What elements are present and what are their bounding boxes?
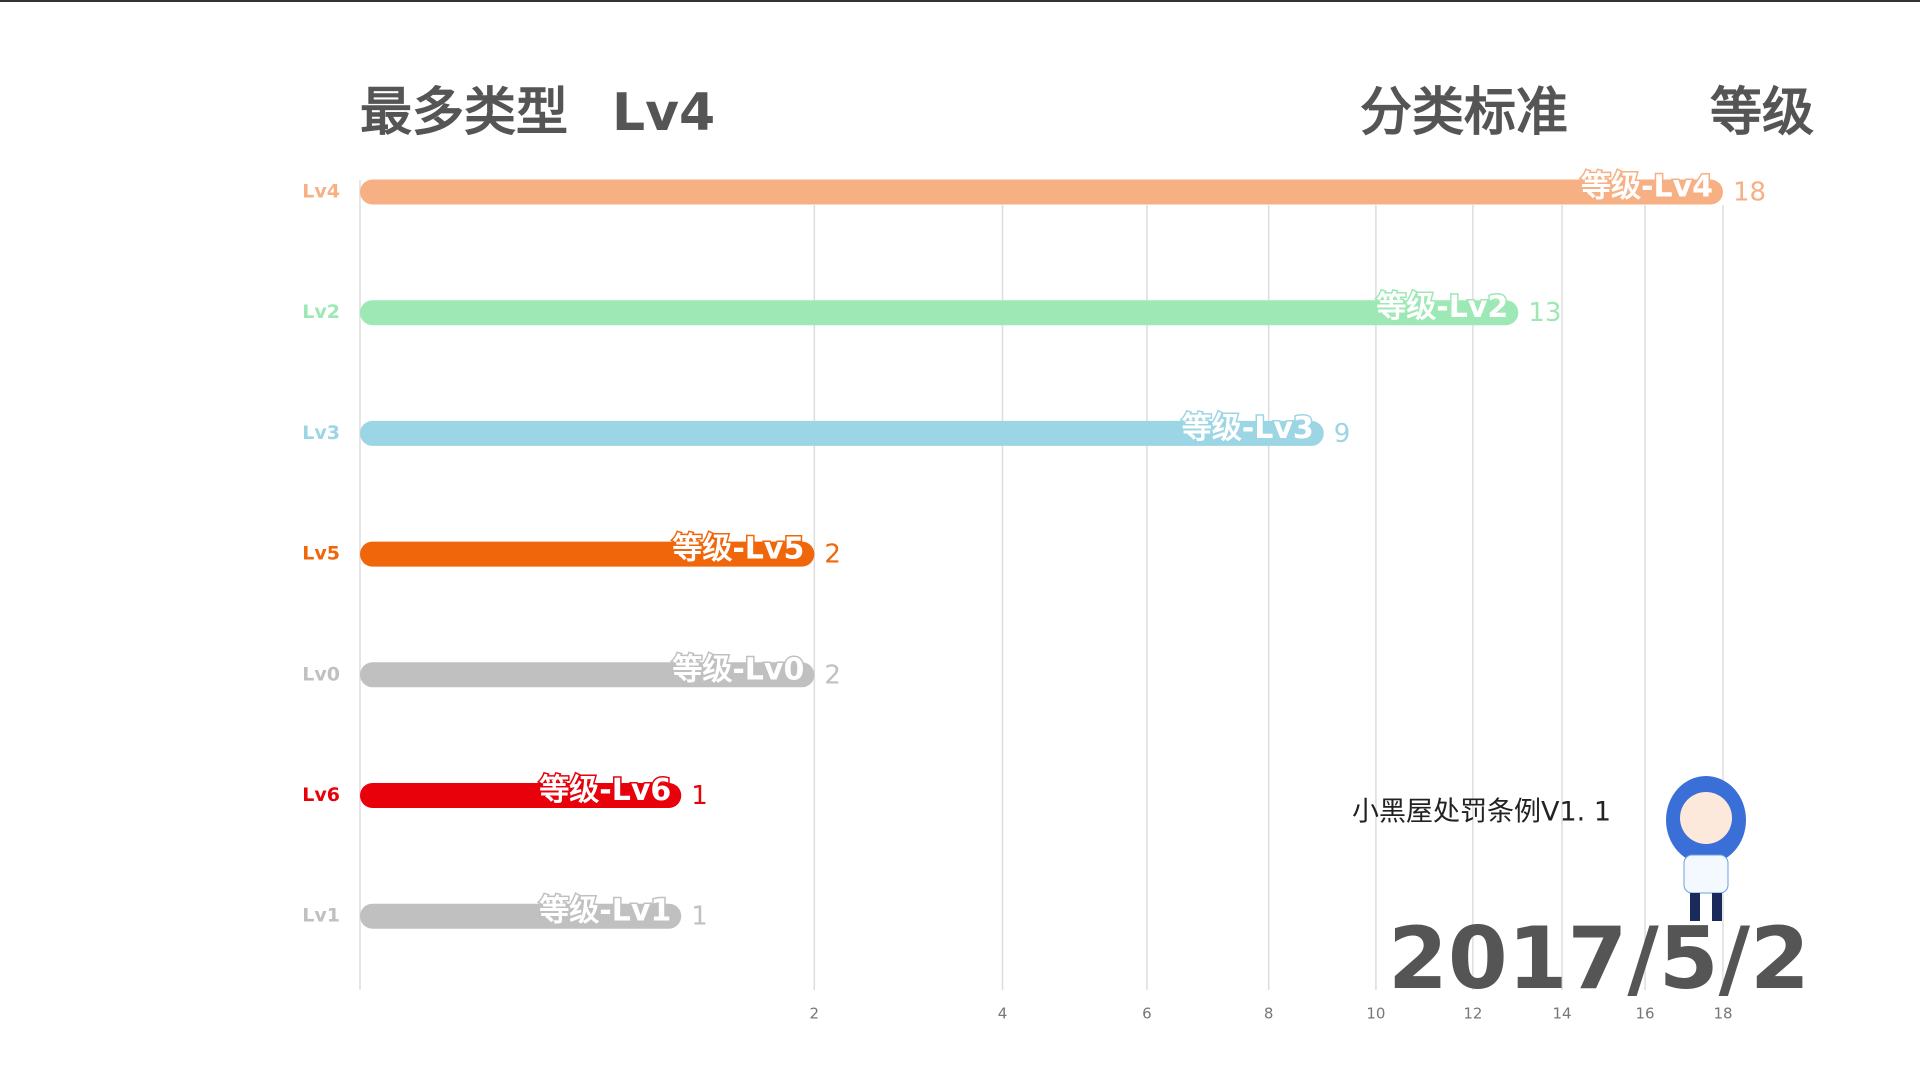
x-tick-label: 8 — [1264, 1005, 1274, 1023]
value-label: 2 — [824, 540, 841, 570]
annotation: 小黑屋处罚条例V1. 1 — [1352, 797, 1611, 828]
bar-label: 等级-Lv6 — [539, 773, 671, 808]
value-label: 18 — [1733, 178, 1766, 208]
value-label: 13 — [1528, 298, 1561, 328]
bar-label: 等级-Lv4 — [1581, 170, 1713, 205]
category-label: Lv3 — [302, 422, 340, 444]
value-label: 1 — [691, 902, 708, 932]
x-tick-label: 2 — [810, 1005, 820, 1023]
bar-label: 等级-Lv1 — [539, 894, 671, 929]
bar — [360, 420, 1324, 446]
mascot — [1666, 776, 1746, 921]
x-tick-label: 10 — [1366, 1005, 1385, 1023]
x-tick-label: 6 — [1142, 1005, 1152, 1023]
x-tick-label: 12 — [1463, 1005, 1482, 1023]
value-label: 1 — [691, 781, 708, 811]
bar — [360, 541, 815, 567]
value-label: 2 — [824, 660, 841, 690]
x-tick-label: 4 — [998, 1005, 1008, 1023]
bar-label: 等级-Lv0 — [672, 652, 804, 687]
x-tick-label: 16 — [1636, 1005, 1655, 1023]
subtitle-value: 等级 — [1710, 83, 1814, 143]
category-label: Lv5 — [302, 543, 340, 565]
value-label: 9 — [1334, 419, 1351, 449]
category-label: Lv0 — [302, 663, 340, 685]
title-value: Lv4 — [612, 83, 715, 143]
bar — [360, 903, 682, 929]
date-label: 2017/5/2 — [1388, 909, 1810, 1009]
x-tick-label: 18 — [1713, 1005, 1732, 1023]
category-label: Lv4 — [302, 181, 340, 203]
bar-label: 等级-Lv5 — [672, 532, 804, 567]
chart-title: 最多类型 — [360, 83, 568, 143]
bar-label: 等级-Lv3 — [1182, 411, 1314, 446]
bar-label: 等级-Lv2 — [1376, 290, 1508, 325]
x-tick-label: 14 — [1553, 1005, 1572, 1023]
bar — [360, 179, 1723, 205]
category-label: Lv1 — [302, 905, 340, 927]
subtitle-label: 分类标准 — [1360, 83, 1568, 143]
bar — [360, 662, 815, 688]
category-label: Lv2 — [302, 301, 340, 323]
bar — [360, 300, 1519, 326]
bar — [360, 783, 682, 808]
category-label: Lv6 — [302, 784, 340, 806]
